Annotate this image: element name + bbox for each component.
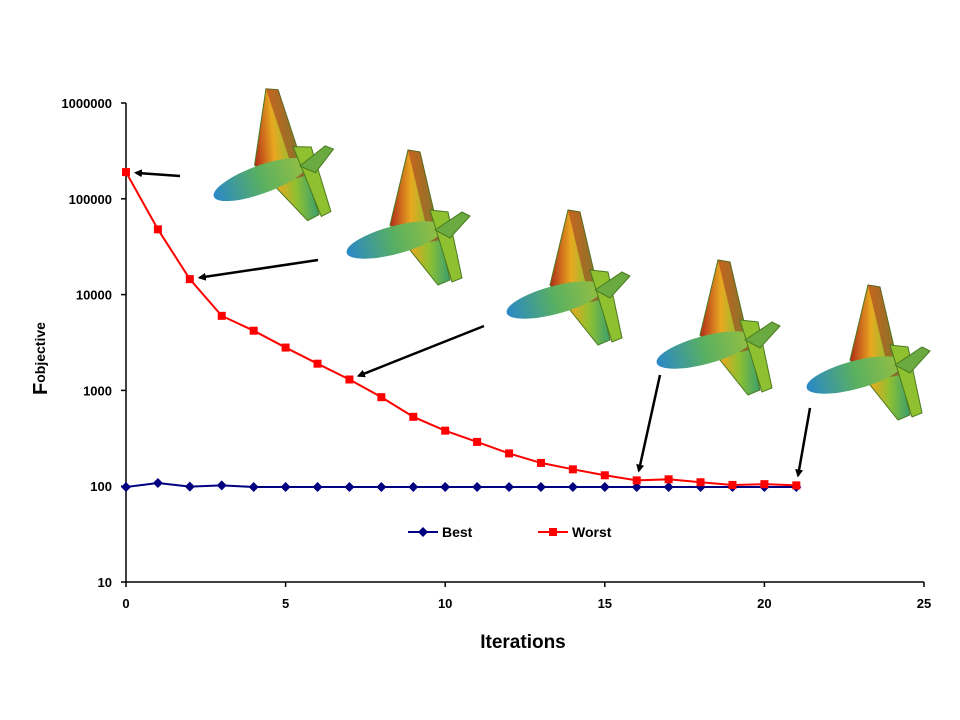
series-worst-point [473,437,482,446]
aircraft-wing-leading-edge [718,260,750,352]
series-worst-point [217,311,226,320]
series-worst-point [664,475,673,484]
x-tick-label: 25 [917,596,931,611]
aircraft-tail [744,321,781,349]
series-best-point [121,482,131,493]
annotation-arrow [197,258,319,281]
legend-best-label: Best [442,524,473,540]
aircraft-tail [298,145,335,174]
x-tick-label: 5 [282,596,289,611]
series-worst-point [281,343,290,352]
aircraft-fuselage [806,356,904,394]
series-best-point [312,482,323,493]
annotation-arrows [133,169,812,478]
y-axis-label-subscript: objective [32,322,48,383]
aircraft-tail [434,211,471,239]
svg-text:Fobjective: Fobjective [30,322,52,395]
series-best-point [152,477,163,488]
series-worst-point [377,393,386,402]
y-axis-label: Fobjective [30,322,52,395]
series-best-point [472,482,483,493]
series-best-point [408,482,419,493]
series-best-point [440,482,451,493]
y-tick-label: 100 [90,479,112,494]
series-worst-point [313,359,322,368]
aircraft-shape-iteration-16 [656,259,781,396]
series-best-point [567,482,578,493]
series-worst [122,168,801,490]
series-worst-point [345,375,354,384]
legend-worst-marker [549,528,557,536]
y-tick-label: 1000 [83,383,112,398]
aircraft-fuselage [213,157,309,202]
aircraft-tail [894,346,931,374]
aircraft-fuselage [346,221,444,259]
series-worst-point [632,476,641,485]
series-best-point [663,482,674,493]
aircraft-shape-iteration-0 [213,88,335,222]
x-axis-label: Iterations [480,632,566,653]
legend-best-marker [418,527,428,537]
series-worst-point [153,225,162,234]
aircraft-fuselage [506,281,604,319]
series-worst-point [185,275,194,284]
annotation-arrow [133,169,181,178]
y-axis-label-main: F [30,383,52,395]
y-tick-label: 10 [98,575,112,590]
x-tick-label: 15 [598,596,612,611]
series-best-point [376,482,387,493]
series-best [121,477,802,493]
series-worst-point [249,326,258,335]
series-best-line [125,481,797,489]
series-worst-point [568,465,577,474]
x-tick-label: 10 [438,596,452,611]
aircraft-illustrations [213,88,931,421]
series-best-point [504,482,515,493]
series-best-point [184,481,195,492]
series-best-point [280,482,291,493]
aircraft-wing-leading-edge [408,150,440,242]
series-worst-point [505,449,514,458]
y-tick-label: 100000 [69,192,112,207]
series-best-point [248,482,259,493]
aircraft-shape-iteration-2 [346,149,471,286]
series-best-point [631,482,642,493]
series-worst-point [728,480,737,489]
series-worst-point [536,458,545,467]
legend: Best Worst [408,524,612,540]
series-worst-point [122,168,130,177]
series-layer [121,168,802,493]
axes [125,103,924,583]
series-worst-point [760,480,769,489]
series-best-point [535,482,546,493]
legend-worst-label: Worst [572,524,612,540]
series-worst-point [696,478,705,487]
series-worst-point [409,412,418,421]
y-tick-label: 1000000 [61,96,112,111]
aircraft-shape-iteration-7 [506,209,631,346]
x-tick-label: 0 [122,596,129,611]
x-tick-label: 20 [757,596,771,611]
annotation-arrow [636,374,662,473]
series-worst-point [792,481,801,490]
y-tick-label: 10000 [76,288,112,303]
series-best-point [344,482,355,493]
series-worst-point [441,426,450,435]
series-best-point [599,482,610,493]
aircraft-tail [594,271,631,299]
tick-labels: 0 5 10 15 20 25 10 100 1000 10000 100000 1000000 [61,96,931,611]
aircraft-shape-iteration-21 [806,284,931,421]
aircraft-wing-leading-edge [568,210,600,302]
aircraft-wing-leading-edge [868,285,900,377]
series-worst-point [600,471,609,480]
aircraft-wing-leading-edge [265,88,306,179]
series-best-point [216,480,227,491]
aircraft-fuselage [656,331,754,369]
series-worst-line [125,171,797,487]
annotation-arrow [356,324,485,378]
annotation-arrow [795,407,812,478]
